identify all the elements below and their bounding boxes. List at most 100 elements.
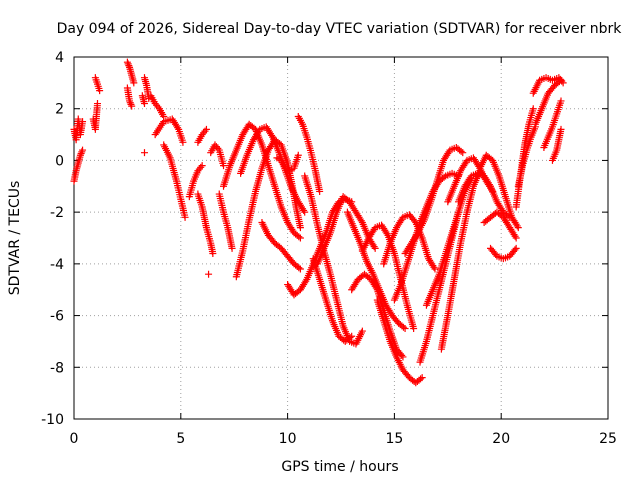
data-point (205, 270, 213, 278)
data-point (529, 105, 537, 113)
data-point (79, 146, 87, 154)
data-point (93, 100, 101, 108)
series-S1 (220, 120, 304, 242)
data-point (358, 327, 366, 335)
series-Q (207, 141, 228, 170)
series-C (91, 74, 104, 95)
series-S5 (258, 218, 304, 273)
y-axis-label: SDTVAR / TECUs (7, 181, 23, 296)
series-P (205, 270, 213, 278)
series-A (70, 115, 87, 144)
data-point (123, 58, 131, 66)
y-tick-label: 0 (55, 153, 64, 169)
data-point (79, 118, 87, 126)
data-point (201, 127, 209, 135)
data-point (431, 265, 439, 273)
data-point (346, 334, 354, 342)
data-point (174, 124, 182, 132)
data-point (96, 87, 104, 95)
data-point (383, 230, 391, 238)
series-T3 (301, 172, 366, 348)
data-point (485, 181, 493, 189)
y-tick-label: -4 (50, 257, 64, 273)
series-M (185, 162, 206, 201)
data-point (268, 131, 276, 139)
data-point (130, 79, 138, 87)
data-point (214, 144, 222, 152)
data-point (296, 224, 304, 232)
data-point (513, 222, 521, 230)
series-B (70, 146, 87, 185)
x-tick-label: 10 (279, 431, 297, 447)
chart-title: Day 094 of 2026, Sidereal Day-to-day VTE… (57, 21, 623, 37)
data-point (410, 325, 418, 332)
x-tick-label: 25 (599, 431, 617, 447)
data-point (418, 374, 426, 382)
data-point (372, 284, 380, 292)
series-W1 (454, 169, 514, 221)
data-point (296, 234, 304, 242)
data-point (301, 208, 309, 216)
series-F (123, 84, 136, 110)
data-point (413, 231, 421, 239)
series-X2 (514, 123, 539, 190)
data-point (459, 149, 467, 157)
data-point (417, 375, 425, 383)
data-point (511, 246, 519, 254)
x-tick-label: 15 (385, 431, 403, 447)
series-X6 (548, 125, 565, 164)
data-point (512, 244, 520, 252)
data-point (371, 244, 379, 252)
series-V5 (437, 167, 484, 353)
data-point (401, 325, 409, 332)
data-point (295, 264, 303, 272)
y-tick-label: -6 (50, 309, 64, 325)
data-point (557, 125, 565, 133)
data-point (77, 150, 85, 158)
series-W2 (476, 151, 522, 232)
series-E (123, 58, 138, 87)
x-tick-labels: 0 5 10 15 20 25 (70, 431, 617, 447)
data-point (430, 263, 438, 271)
x-tick-label: 20 (492, 431, 510, 447)
data-point (357, 217, 365, 225)
series-X4 (531, 76, 565, 128)
series-L (160, 141, 189, 221)
series-T2 (294, 112, 324, 195)
data-point (557, 76, 565, 84)
y-tick-labels: 4 2 0 -2 -4 -6 -8 -10 (41, 50, 64, 428)
grid-lines (74, 57, 608, 419)
series-S4 (273, 151, 302, 175)
data-point (125, 62, 133, 70)
series-R (215, 190, 236, 252)
data-point (220, 162, 228, 170)
data-point (398, 351, 406, 359)
series-W3 (480, 208, 520, 242)
series-I (140, 149, 148, 157)
data-point (128, 102, 136, 110)
data-point (399, 353, 407, 361)
axis-ticks (73, 56, 609, 420)
data-point (457, 147, 465, 155)
data-point (295, 233, 303, 241)
y-tick-label: -2 (50, 205, 64, 221)
series-D (89, 100, 101, 133)
series-H (138, 92, 148, 108)
x-tick-label: 5 (176, 431, 185, 447)
data-point (296, 265, 304, 273)
data-point (228, 244, 236, 252)
series-V2 (401, 144, 467, 258)
data-point (181, 213, 189, 221)
x-axis-label: GPS time / hours (281, 459, 398, 475)
data-point (198, 162, 206, 170)
data-point (300, 206, 308, 214)
series-G (140, 74, 153, 102)
data-point (302, 277, 310, 285)
data-point (179, 138, 187, 146)
data-point (197, 163, 205, 171)
data-point (126, 99, 134, 107)
plot-frame (73, 56, 609, 420)
data-point (127, 100, 135, 108)
data-point (209, 250, 217, 258)
